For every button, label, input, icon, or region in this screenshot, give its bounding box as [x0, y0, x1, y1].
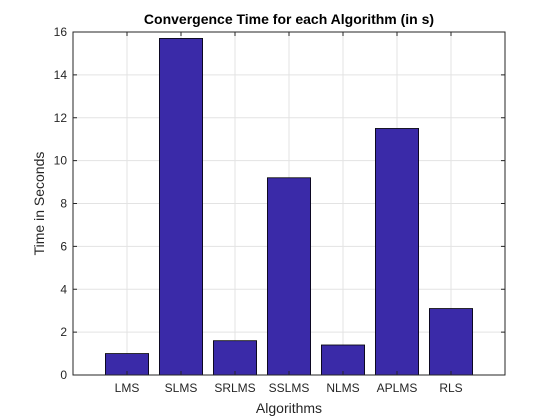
bars: [105, 38, 473, 376]
x-tick-label: SSLMS: [269, 381, 310, 395]
y-tick-label: 10: [54, 154, 68, 168]
bar-nlms: [320, 344, 365, 376]
y-tick-label: 14: [54, 68, 68, 82]
y-tick-label: 6: [60, 239, 67, 253]
bar-rls: [428, 308, 473, 376]
y-tick-label: 4: [60, 282, 67, 296]
y-tick-label: 16: [54, 25, 68, 39]
bar-aplms: [374, 128, 419, 376]
x-tick-label: NLMS: [326, 381, 359, 395]
chart-title: Convergence Time for each Algorithm (in …: [144, 11, 434, 27]
bar-slms: [158, 38, 203, 376]
x-tick-label: APLMS: [377, 381, 418, 395]
x-tick-label: LMS: [115, 381, 140, 395]
y-tick-label: 0: [60, 368, 67, 382]
x-axis-label: Algorithms: [256, 400, 322, 416]
y-tick-label: 2: [60, 325, 67, 339]
bar-sslms: [266, 177, 311, 376]
x-tick-label: SRLMS: [214, 381, 255, 395]
y-tick-label: 8: [60, 197, 67, 211]
x-tick-label: SLMS: [165, 381, 198, 395]
y-axis-label: Time in Seconds: [31, 152, 47, 256]
bar-srlms: [212, 340, 257, 376]
x-tick-label: RLS: [439, 381, 462, 395]
tick-labels: 0 2 4 6 8 10 12 14 16 LMS SLMS SRLMS SSLMS NLMS APLMS R…: [54, 25, 463, 395]
y-tick-label: 12: [54, 111, 68, 125]
axes: [72, 31, 506, 376]
